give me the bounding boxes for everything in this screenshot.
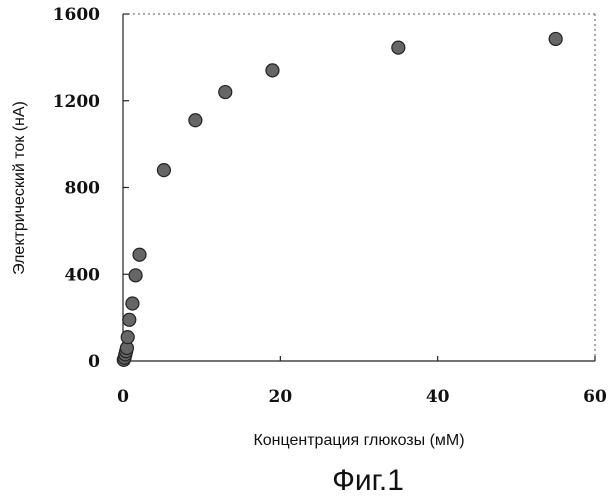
y-tick-label: 1600 bbox=[53, 5, 100, 25]
x-tick-label: 40 bbox=[426, 387, 450, 407]
y-tick-label: 800 bbox=[65, 179, 101, 199]
y-tick-label: 400 bbox=[65, 265, 101, 285]
y-tick-label: 0 bbox=[88, 352, 100, 372]
data-points bbox=[117, 32, 562, 366]
y-axis-ticks: 0 400 800 1200 1600 bbox=[53, 5, 129, 372]
x-tick-label: 0 bbox=[117, 387, 129, 407]
data-point bbox=[126, 297, 139, 310]
y-axis-title: Электрический ток (нА) bbox=[11, 101, 28, 275]
data-point bbox=[133, 248, 146, 261]
data-point bbox=[157, 164, 170, 177]
data-point bbox=[392, 41, 405, 54]
data-point bbox=[121, 331, 134, 344]
data-point bbox=[189, 114, 202, 127]
x-axis-title: Концентрация глюкозы (мМ) bbox=[253, 432, 464, 449]
y-tick-label: 1200 bbox=[53, 92, 100, 112]
x-axis-ticks: 0 20 40 60 bbox=[117, 356, 607, 407]
x-tick-label: 60 bbox=[583, 387, 607, 407]
data-point bbox=[549, 32, 562, 45]
data-point bbox=[123, 313, 136, 326]
figure-caption: Фиг.1 bbox=[332, 464, 404, 497]
x-tick-label: 20 bbox=[268, 387, 292, 407]
data-point bbox=[129, 269, 142, 282]
data-point bbox=[266, 64, 279, 77]
data-point bbox=[219, 86, 232, 99]
